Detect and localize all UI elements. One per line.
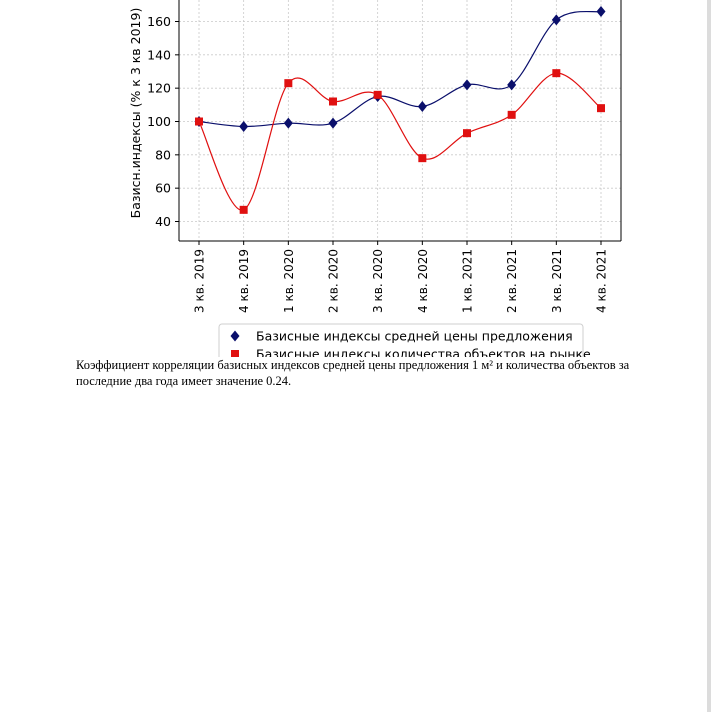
legend-box [218,323,584,360]
x-tick-label: 2 кв. 2020 [327,249,341,313]
price-index-point [417,101,427,112]
quantity-index-point [329,97,337,106]
legend-diamond-icon [230,330,240,342]
series-line-1 [198,10,602,128]
quantity-index-point [507,110,516,119]
line-chart: 40 60 80 100 120 140 160 3 кв. 2019 4 кв. 2019 1 … [0,0,707,361]
correlation-paragraph: Коэффициент корреляции базисных индексов… [76,358,630,388]
y-tick-label: 100 [147,114,171,129]
y-tick-label: 120 [147,81,171,96]
y-tick-label: 40 [155,214,171,229]
quantity-index-point [373,90,382,99]
quantity-index-point [239,205,248,214]
x-tick-label: 4 кв. 2019 [237,249,251,313]
x-tick-label: 3 кв. 2020 [371,249,385,313]
x-tick-label: 3 кв. 2019 [193,249,207,313]
quantity-index-point [597,104,605,113]
legend-label: Базисные индексы количества объектов на … [256,347,591,361]
price-index-point [551,14,561,26]
price-index-point [328,117,338,129]
legend-cutoff-mask [0,357,707,360]
quantity-index-point [195,117,203,126]
y-axis-label: Базисн.индексы (% к 3 кв 2019) [128,8,143,219]
y-tick-label: 80 [155,147,171,162]
price-index-point [507,79,517,91]
price-index-point [462,79,472,91]
x-tick-label: 4 кв. 2021 [595,249,609,313]
quantity-index-point [418,154,427,163]
x-tick-label: 1 кв. 2020 [282,249,296,313]
x-tick-label: 3 кв. 2021 [550,249,564,313]
price-index-point [596,6,606,17]
x-tick-label: 2 кв. 2021 [505,249,519,313]
y-tick-label: 140 [147,47,171,62]
x-tick-label: 1 кв. 2021 [461,249,475,313]
quantity-index-point [284,79,293,88]
page-edge [707,0,711,712]
legend-label: Базисные индексы средней цены предложени… [256,329,573,344]
series-line-2 [198,72,602,211]
price-index-point [239,121,249,132]
quantity-index-point [552,69,561,78]
legend-square-icon [231,350,239,358]
x-tick-label: 4 кв. 2020 [416,249,430,313]
y-tick-label: 160 [147,14,171,29]
y-tick-label: 60 [155,181,171,196]
quantity-index-point [463,129,471,138]
price-index-point [283,117,293,129]
